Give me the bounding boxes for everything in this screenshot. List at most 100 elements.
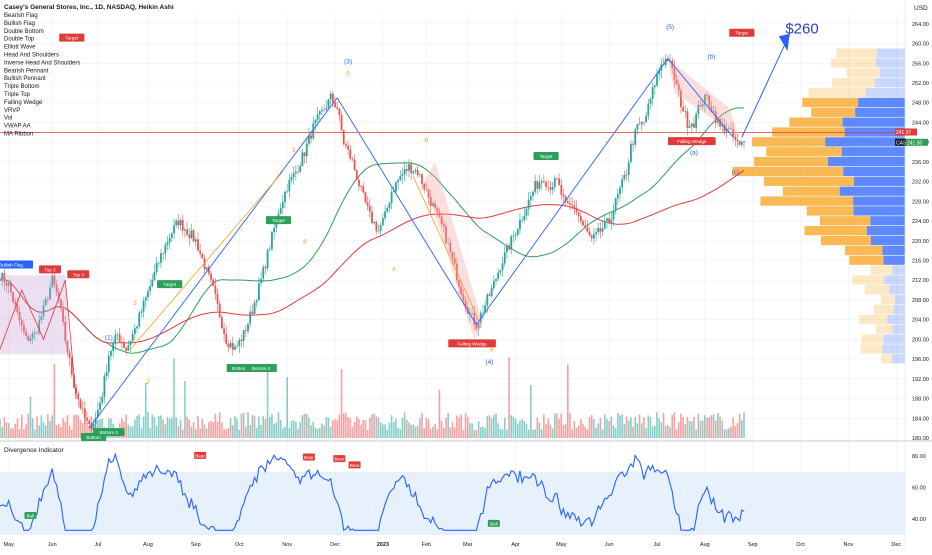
volume-bar xyxy=(68,425,71,438)
volume-bar xyxy=(382,424,384,438)
volume-bar xyxy=(125,414,127,438)
candle xyxy=(366,202,369,206)
legend-item: VRVP xyxy=(4,108,20,114)
volume-bar xyxy=(473,429,476,438)
volume-bar xyxy=(582,423,584,438)
volume-bar xyxy=(81,423,84,438)
volume-bar xyxy=(245,426,247,438)
y-tick-label: 220.00 xyxy=(912,239,929,245)
volume-bar xyxy=(638,414,641,438)
candle xyxy=(458,280,460,287)
candle xyxy=(529,195,532,200)
volume-bar xyxy=(210,420,212,438)
volume-bar xyxy=(664,425,667,438)
candle xyxy=(260,278,262,284)
candle xyxy=(542,181,545,183)
candle xyxy=(510,236,513,250)
candle xyxy=(114,334,117,343)
candle xyxy=(377,230,380,232)
candle xyxy=(173,225,175,234)
volume-bar xyxy=(436,429,439,438)
candle xyxy=(181,220,184,231)
candle xyxy=(96,409,99,418)
currency-label: USD xyxy=(914,5,928,12)
volume-bar xyxy=(262,416,265,438)
candle xyxy=(197,239,199,251)
candle xyxy=(325,107,328,110)
x-tick-label: May xyxy=(4,542,15,548)
y-tick-label: 200.00 xyxy=(912,337,929,343)
volume-bar xyxy=(654,425,656,438)
volume-profile-bar-up xyxy=(732,166,844,177)
volume-bar xyxy=(464,412,467,438)
volume-profile-bar-down xyxy=(894,295,905,305)
candle xyxy=(371,211,373,224)
candle xyxy=(649,98,652,104)
candle xyxy=(238,339,241,346)
volume-bar xyxy=(373,413,375,438)
volume-bar xyxy=(564,423,567,438)
volume-bar xyxy=(338,414,341,438)
candle xyxy=(123,342,125,348)
volume-bar xyxy=(218,412,221,438)
y-tick-label: 260.00 xyxy=(912,42,929,48)
candle xyxy=(732,129,735,137)
candle xyxy=(127,345,130,351)
volume-bar xyxy=(184,380,186,438)
candle xyxy=(151,280,154,287)
divergence-tag-label: Bear xyxy=(195,453,205,458)
volume-bar xyxy=(351,426,354,438)
candle xyxy=(242,330,245,342)
volume-bar xyxy=(25,424,27,438)
candle xyxy=(107,355,110,373)
volume-bar xyxy=(34,429,36,438)
candle xyxy=(49,287,51,300)
volume-profile-bar-down xyxy=(883,334,905,344)
candle xyxy=(247,323,249,332)
volume-bar xyxy=(556,413,558,438)
candle xyxy=(160,253,162,263)
legend-item: Falling Wedge xyxy=(4,100,43,106)
ma-ribbon-fast-line xyxy=(0,107,745,354)
candle xyxy=(429,197,432,206)
candle xyxy=(334,102,336,108)
candle xyxy=(471,313,473,314)
volume-bar xyxy=(134,419,136,438)
volume-profile-bar-down xyxy=(887,314,905,325)
candle xyxy=(621,179,624,188)
candle xyxy=(656,74,658,86)
candle xyxy=(384,211,386,219)
volume-bar xyxy=(710,415,713,438)
volume-bar xyxy=(273,423,275,438)
volume-bar xyxy=(369,417,371,438)
volume-bar xyxy=(640,423,643,438)
candle xyxy=(497,272,500,279)
candle xyxy=(381,218,384,226)
volume-bar xyxy=(147,412,149,438)
candle xyxy=(397,180,400,183)
volume-bar xyxy=(697,413,700,438)
volume-bar xyxy=(16,418,19,438)
candle xyxy=(262,267,265,279)
volume-bar xyxy=(540,429,543,438)
candle xyxy=(83,408,86,418)
volume-bar xyxy=(429,428,432,438)
volume-bar xyxy=(538,422,541,438)
candle xyxy=(714,111,717,123)
oscillator-title: Divergence Indicator xyxy=(4,447,64,454)
candle xyxy=(77,393,80,400)
candle xyxy=(331,93,334,103)
volume-bar xyxy=(249,425,251,438)
volume-bar xyxy=(451,421,454,438)
volume-bar xyxy=(29,396,32,438)
candle xyxy=(719,119,721,127)
volume-bar xyxy=(534,429,536,438)
flag-zigzag xyxy=(0,280,77,399)
projection-arrow-head xyxy=(778,33,790,51)
volume-bar xyxy=(47,414,49,438)
volume-profile-bar-up xyxy=(845,245,883,255)
candle xyxy=(632,143,634,145)
divergence-tag-bg xyxy=(348,461,361,469)
candle xyxy=(103,376,106,397)
candle xyxy=(118,334,121,342)
